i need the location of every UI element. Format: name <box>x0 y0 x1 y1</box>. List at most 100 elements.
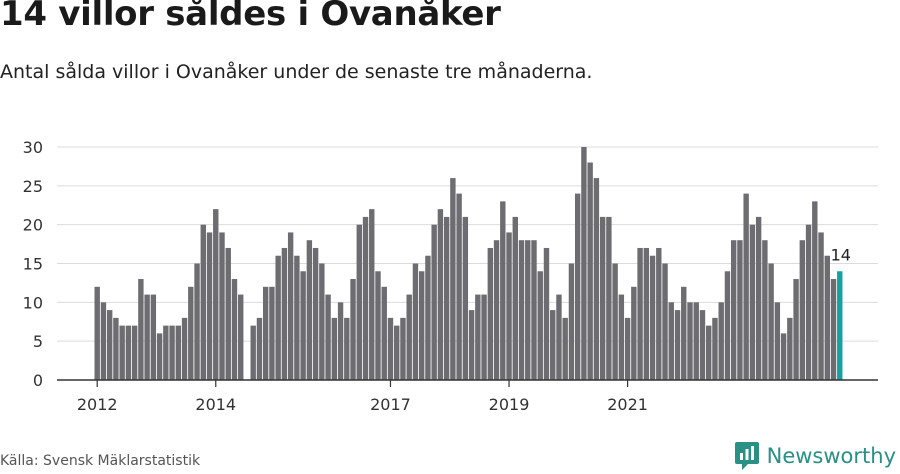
bar <box>656 247 662 380</box>
bar <box>356 224 362 380</box>
bar <box>787 317 793 380</box>
bar <box>487 247 494 380</box>
bar <box>375 271 381 380</box>
bar <box>163 325 169 380</box>
bar <box>431 224 437 380</box>
bar <box>593 178 600 380</box>
bar <box>612 263 618 380</box>
bar <box>256 317 263 380</box>
bar <box>637 247 643 380</box>
y-tick-label: 5 <box>33 332 43 351</box>
bar <box>462 216 469 380</box>
bar <box>219 232 225 380</box>
bar <box>774 302 781 380</box>
bar <box>581 147 587 380</box>
bar <box>138 279 144 380</box>
bar <box>587 162 593 380</box>
x-tick-label: 2019 <box>489 395 530 414</box>
bar <box>206 232 213 380</box>
bar <box>369 209 375 380</box>
y-tick-label: 10 <box>23 293 43 312</box>
bar <box>830 279 837 380</box>
bar <box>812 201 818 380</box>
bar <box>699 310 706 380</box>
bar <box>681 286 687 380</box>
bar <box>412 263 419 380</box>
bar <box>287 232 294 380</box>
x-tick-label: 2012 <box>77 395 118 414</box>
bar <box>406 294 412 380</box>
y-tick-label: 25 <box>23 177 43 196</box>
bar <box>543 247 550 380</box>
bar <box>687 302 693 380</box>
x-tick-label: 2014 <box>195 395 236 414</box>
bar <box>818 232 824 380</box>
y-axis: 0 5 10 15 20 25 30 <box>23 138 43 390</box>
bar <box>100 302 107 380</box>
bar <box>437 209 444 380</box>
newsworthy-brand[interactable]: Newsworthy <box>734 441 896 471</box>
bar <box>562 317 568 380</box>
bar <box>213 209 219 380</box>
bar <box>306 240 313 380</box>
y-tick-label: 15 <box>23 255 43 274</box>
bar <box>362 216 369 380</box>
bar <box>712 317 718 380</box>
chart-title: 14 villor såldes i Ovanåker <box>0 0 501 34</box>
bar <box>512 216 518 380</box>
bar <box>768 263 774 380</box>
bar <box>500 201 506 380</box>
bar <box>144 294 150 380</box>
annotations: 14 <box>831 245 851 264</box>
y-tick-label: 0 <box>33 371 43 390</box>
bar <box>262 286 269 380</box>
bar <box>468 310 475 380</box>
bar <box>643 247 650 380</box>
bar <box>706 325 712 380</box>
bar <box>125 325 132 380</box>
bar <box>556 294 562 380</box>
bar <box>269 286 275 380</box>
bar <box>119 325 125 380</box>
chart-subtitle: Antal sålda villor i Ovanåker under de s… <box>0 61 593 83</box>
bar <box>325 294 331 380</box>
bar <box>200 224 206 380</box>
bar <box>693 302 699 380</box>
bar <box>319 263 325 380</box>
bar <box>312 247 319 380</box>
bar <box>344 317 350 380</box>
bar <box>475 294 481 380</box>
bar <box>106 310 113 380</box>
bar <box>525 240 531 380</box>
bar <box>394 325 400 380</box>
bar <box>518 240 525 380</box>
bar <box>537 271 543 380</box>
bar <box>493 240 500 380</box>
source-note: Källa: Svensk Mäklarstatistik <box>0 453 201 469</box>
bar <box>481 294 487 380</box>
bar <box>574 193 581 380</box>
bar <box>238 294 244 380</box>
bar <box>350 279 356 380</box>
bar <box>300 271 306 380</box>
bar <box>805 224 812 380</box>
bar <box>418 271 425 380</box>
x-axis: 2012 2014 2017 2019 2021 <box>57 379 878 414</box>
x-tick-label: 2017 <box>370 395 411 414</box>
bar <box>381 286 387 380</box>
bar <box>599 216 606 380</box>
bar <box>281 247 288 380</box>
x-tick-label: 2021 <box>607 395 648 414</box>
bar <box>550 310 556 380</box>
bar <box>668 302 674 380</box>
bar <box>188 286 194 380</box>
bar <box>749 224 756 380</box>
bar <box>618 294 625 380</box>
bar <box>113 317 119 380</box>
bar <box>294 255 300 380</box>
bar <box>649 255 656 380</box>
bar <box>450 178 456 380</box>
bar <box>169 325 175 380</box>
bars <box>94 147 843 380</box>
bar <box>793 279 799 380</box>
